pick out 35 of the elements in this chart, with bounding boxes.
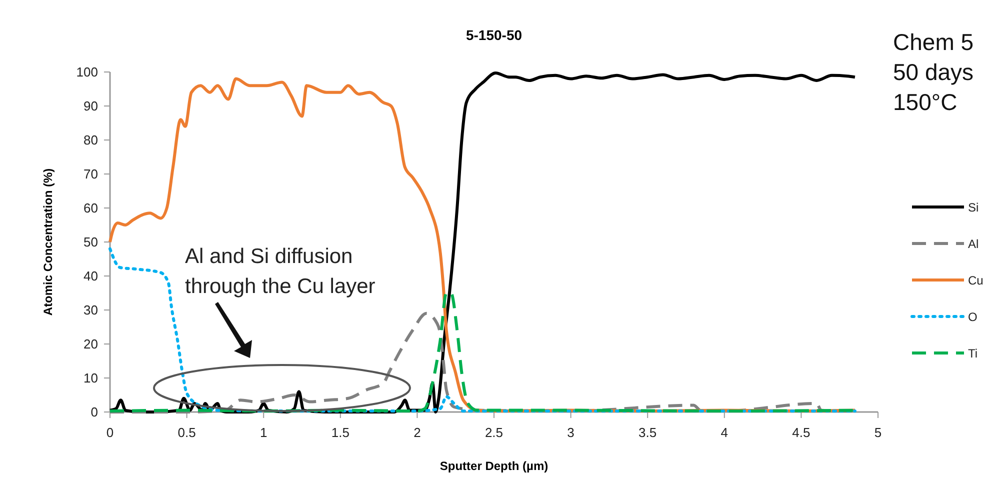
y-tick-label: 90 <box>84 98 98 114</box>
y-tick-label: 40 <box>84 268 98 284</box>
x-tick-label: 1 <box>260 425 268 440</box>
y-tick-label: 70 <box>84 166 98 182</box>
legend-label: Si <box>968 200 979 214</box>
line-series <box>108 247 856 412</box>
x-tick-label: 4 <box>720 425 728 440</box>
y-axis-title: Atomic Concentration (%) <box>41 168 55 316</box>
x-tick-label: 0 <box>106 425 114 440</box>
x-tick-label: 3 <box>567 425 574 440</box>
text: 150°C <box>893 89 958 115</box>
y-tick-label: 0 <box>90 404 98 420</box>
annotation: Al and Si diffusion through the Cu layer <box>185 245 376 298</box>
chart-title: 5-150-50 <box>466 27 522 43</box>
y-tick-label: 100 <box>76 64 98 80</box>
y-tick-label: 50 <box>84 234 98 250</box>
x-tick-label: 4.5 <box>792 425 810 440</box>
x-axis-title: Sputter Depth (µm) <box>440 459 548 473</box>
legend-label: Cu <box>968 274 984 288</box>
x-tick-label: 1.5 <box>331 425 350 440</box>
y-tick-label: 80 <box>84 132 98 148</box>
legend-label: O <box>968 310 978 324</box>
y-tick-label: 20 <box>84 336 98 352</box>
x-tick-label: 3.5 <box>638 425 657 440</box>
legend-label: Al <box>968 237 979 251</box>
legend-label: Ti <box>968 346 978 360</box>
x-tick-label: 0.5 <box>178 425 196 440</box>
y-tick-label: 30 <box>84 302 98 318</box>
y-tick-label: 10 <box>84 370 98 386</box>
x-tick-label: 2.5 <box>484 425 504 440</box>
x-tick-label: 5 <box>874 425 882 440</box>
x-tick-label: 2 <box>414 425 421 440</box>
y-tick-label: 60 <box>84 200 98 216</box>
text: 50 days <box>893 59 974 85</box>
text: Chem 5 <box>893 29 974 55</box>
